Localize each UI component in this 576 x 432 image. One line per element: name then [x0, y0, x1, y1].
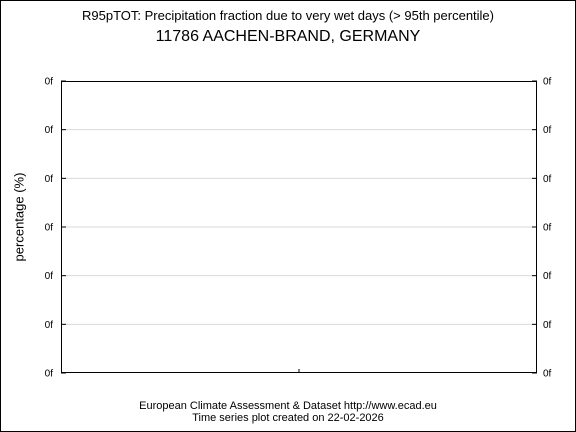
y-tick-label-right: 0f — [543, 77, 552, 88]
y-tick-label-left: 0f — [45, 320, 54, 331]
y-tick-label-left: 0f — [45, 271, 54, 282]
y-tick-label-right: 0f — [543, 320, 552, 331]
y-tick-label-left: 0f — [45, 77, 54, 88]
chart-subtitle: 11786 AACHEN-BRAND, GERMANY — [155, 28, 421, 45]
y-tick-label-right: 0f — [543, 369, 552, 380]
footer-created: Time series plot created on 22-02-2026 — [192, 412, 384, 424]
footer-source: European Climate Assessment & Dataset ht… — [139, 400, 437, 412]
y-tick-label-left: 0f — [45, 174, 54, 185]
y-tick-label-right: 0f — [543, 174, 552, 185]
y-tick-label-left: 0f — [45, 125, 54, 136]
y-tick-label-left: 0f — [45, 223, 54, 234]
y-tick-label-left: 0f — [45, 369, 54, 380]
y-tick-label-right: 0f — [543, 271, 552, 282]
plot-border — [61, 81, 537, 373]
y-tick-label-right: 0f — [543, 125, 552, 136]
chart-title: R95pTOT: Precipitation fraction due to v… — [82, 8, 494, 23]
y-tick-label-right: 0f — [543, 223, 552, 234]
